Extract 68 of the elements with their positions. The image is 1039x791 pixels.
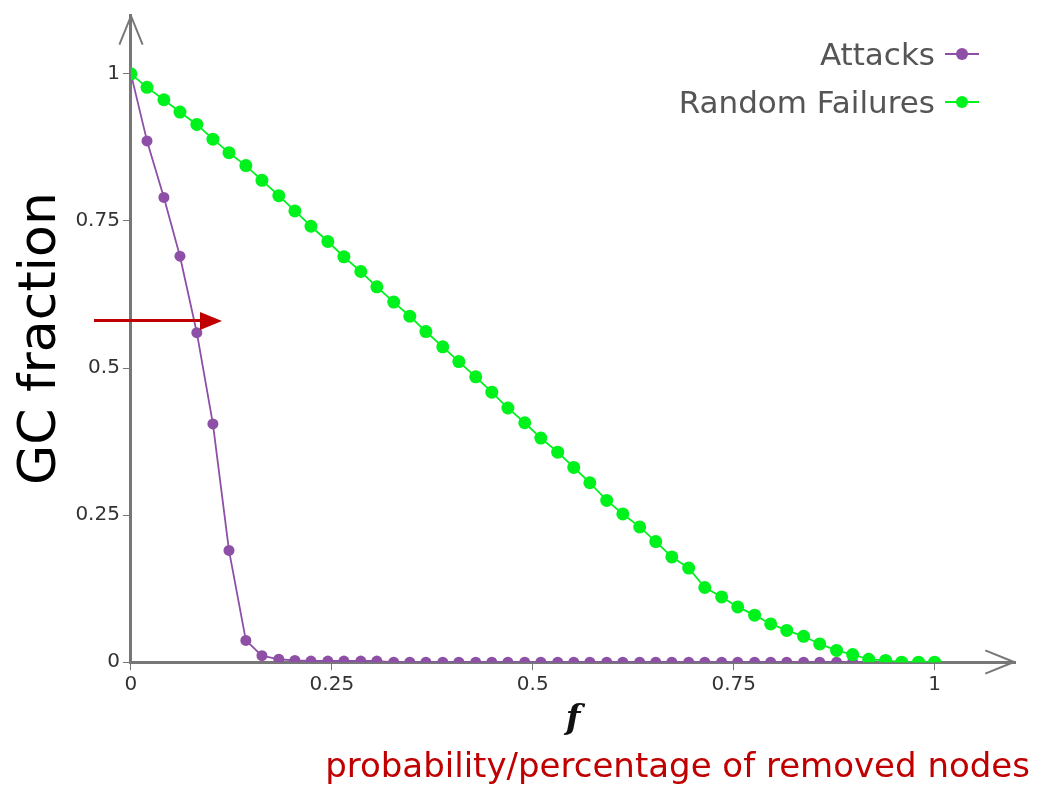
point xyxy=(600,493,614,507)
point xyxy=(551,445,565,459)
point xyxy=(452,355,466,369)
y-tick-label: 1 xyxy=(107,60,120,85)
point xyxy=(567,460,581,474)
y-tick-label: 0.75 xyxy=(75,207,120,232)
point xyxy=(698,580,712,594)
x-tick-label: 0.5 xyxy=(516,671,549,696)
point xyxy=(272,189,286,203)
point xyxy=(354,265,368,279)
x-tick-label: 0 xyxy=(124,671,138,696)
point xyxy=(304,219,318,233)
point xyxy=(173,105,187,119)
point xyxy=(731,600,745,614)
point xyxy=(813,637,827,651)
point xyxy=(174,250,186,262)
point xyxy=(797,629,811,643)
y-axis-title: GC fraction xyxy=(6,192,67,486)
point xyxy=(682,561,696,575)
point xyxy=(207,418,219,430)
point xyxy=(715,590,729,604)
point xyxy=(403,309,417,323)
point xyxy=(518,416,532,430)
point xyxy=(469,370,483,384)
legend-label: Random Failures xyxy=(678,84,935,120)
point xyxy=(240,634,252,646)
y-tick-label: 0.5 xyxy=(88,354,120,379)
point xyxy=(616,507,630,521)
point xyxy=(288,204,302,218)
y-tick-label: 0 xyxy=(107,648,120,673)
point xyxy=(190,117,204,131)
text: probability/percentage of removed nodes xyxy=(325,744,1030,785)
point xyxy=(665,550,679,564)
point xyxy=(141,135,153,147)
point xyxy=(748,608,762,622)
point xyxy=(501,401,515,415)
point xyxy=(419,325,433,339)
point xyxy=(649,535,663,549)
point xyxy=(158,191,170,203)
point xyxy=(436,340,450,354)
point xyxy=(289,654,301,663)
point xyxy=(157,93,171,107)
point xyxy=(140,80,154,94)
point xyxy=(337,250,351,264)
point xyxy=(222,146,236,160)
point xyxy=(534,431,548,445)
point xyxy=(239,159,253,173)
point xyxy=(387,295,401,309)
point xyxy=(321,235,335,249)
x-tick-label: 0.75 xyxy=(711,671,756,696)
x-tick-label: 0.25 xyxy=(309,671,355,696)
x-axis-title: f xyxy=(563,697,586,738)
point xyxy=(370,280,384,294)
point xyxy=(764,617,778,631)
point xyxy=(485,385,499,399)
point xyxy=(255,173,269,187)
legend-label: Attacks xyxy=(819,36,935,72)
point xyxy=(191,327,203,339)
point xyxy=(206,132,220,146)
x-tick-label: 1 xyxy=(928,671,941,696)
point xyxy=(583,476,597,490)
y-tick-label: 0.25 xyxy=(75,501,120,526)
point xyxy=(862,652,876,663)
point xyxy=(780,623,794,637)
point xyxy=(633,520,647,534)
point xyxy=(273,653,285,663)
point xyxy=(830,643,844,657)
point xyxy=(223,544,235,556)
